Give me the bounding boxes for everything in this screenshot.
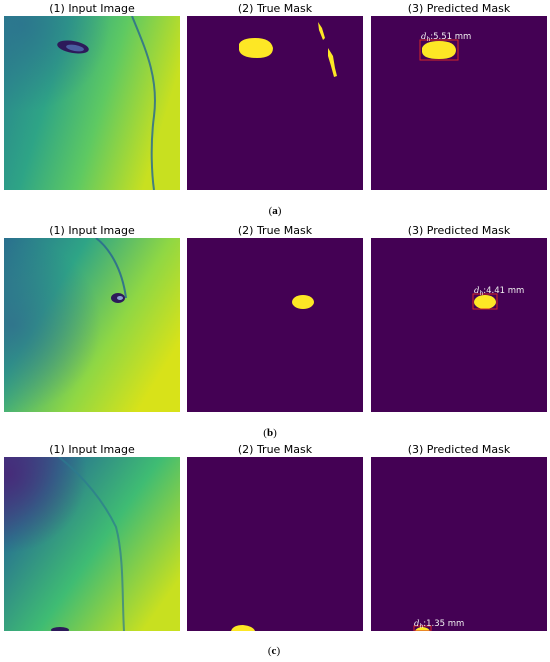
diameter-label: dh:4.41 mm [474, 286, 525, 297]
panel-title-input: (1) Input Image [49, 224, 135, 237]
diameter-subscript: h [426, 36, 431, 43]
panel-title-true-mask: (2) True Mask [237, 2, 313, 15]
predicted-mask [371, 238, 547, 412]
subfigure-caption: (c) [267, 645, 281, 657]
panel-title-input: (1) Input Image [49, 443, 135, 456]
panel-title-input: (1) Input Image [49, 2, 135, 15]
panel-title-predicted-mask: (3) Predicted Mask [407, 224, 511, 237]
predicted-mask [371, 16, 547, 190]
input-image [4, 457, 180, 631]
true-mask [187, 16, 363, 190]
caption-letter: b [266, 427, 274, 439]
diameter-symbol: d [474, 286, 480, 296]
true-mask [187, 238, 363, 412]
diameter-symbol: d [421, 32, 427, 42]
diameter-label: dh:5.51 mm [421, 32, 472, 43]
panel-title-predicted-mask: (3) Predicted Mask [407, 443, 511, 456]
subfigure-caption: (a) [268, 205, 282, 217]
caption-letter: a [272, 205, 278, 217]
input-image [4, 16, 180, 190]
caption-letter: c [271, 645, 277, 657]
panel-title-true-mask: (2) True Mask [237, 443, 313, 456]
true-mask [187, 457, 363, 631]
diameter-value: 5.51 mm [433, 32, 472, 42]
panel-title-predicted-mask: (3) Predicted Mask [407, 2, 511, 15]
subfigure-caption: (b) [263, 427, 277, 439]
diameter-value: 1.35 mm [426, 619, 465, 629]
diameter-subscript: h [479, 290, 484, 297]
input-image [4, 238, 180, 412]
diameter-subscript: h [419, 623, 424, 630]
predicted-mask [371, 457, 547, 631]
diameter-label: dh:1.35 mm [414, 619, 465, 630]
panel-title-true-mask: (2) True Mask [237, 224, 313, 237]
diameter-value: 4.41 mm [486, 286, 525, 296]
diameter-symbol: d [414, 619, 420, 629]
